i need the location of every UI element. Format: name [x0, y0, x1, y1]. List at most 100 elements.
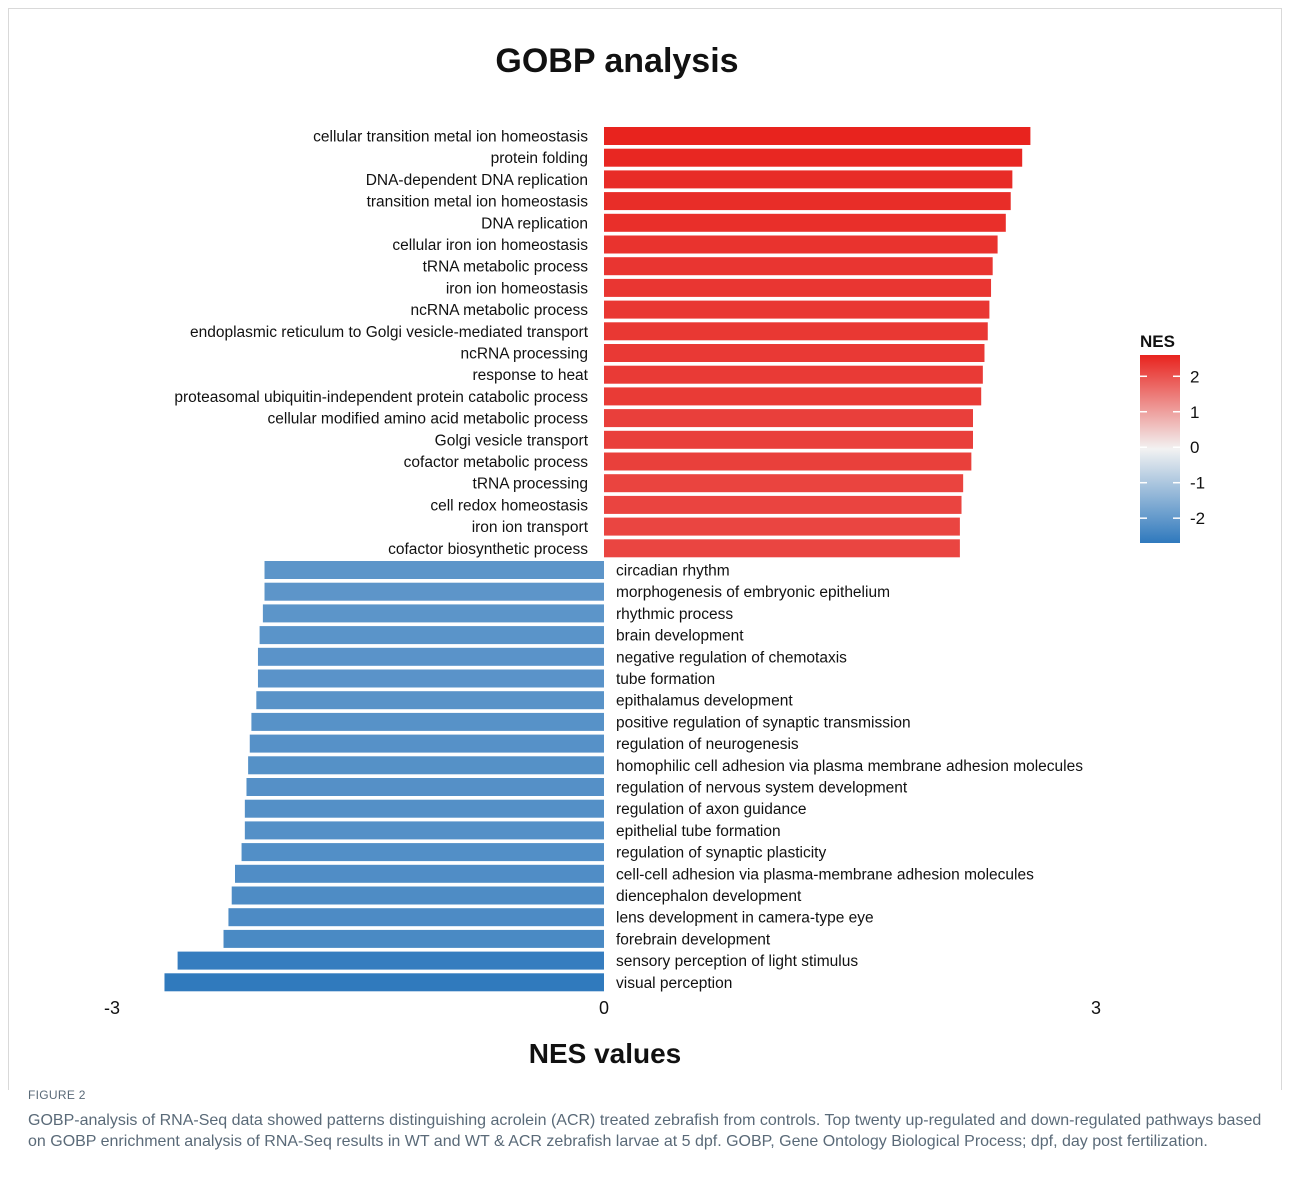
bar — [256, 691, 604, 710]
bar — [604, 344, 985, 362]
bar — [164, 973, 605, 992]
bar — [604, 192, 1011, 211]
category-label: iron ion transport — [472, 519, 589, 536]
figure-caption: GOBP-analysis of RNA-Seq data showed pat… — [28, 1112, 1262, 1150]
category-label: proteasomal ubiquitin-independent protei… — [174, 389, 588, 406]
category-label: negative regulation of chemotaxis — [616, 649, 847, 666]
bars-layer — [164, 127, 1031, 992]
bar — [604, 365, 983, 384]
category-label: sensory perception of light stimulus — [616, 953, 858, 970]
category-label: cellular modified amino acid metabolic p… — [268, 411, 589, 428]
bar — [257, 647, 604, 666]
bar — [604, 430, 973, 449]
category-label: regulation of axon guidance — [616, 801, 806, 818]
x-tick-label: -3 — [104, 998, 120, 1018]
legend-tick-label: -2 — [1190, 509, 1205, 528]
bar — [244, 799, 604, 818]
category-label: ncRNA metabolic process — [411, 302, 589, 319]
bar — [604, 452, 972, 471]
figure-frame — [8, 8, 1282, 1090]
bar — [264, 561, 604, 579]
figure-label: FIGURE 2 — [28, 1088, 86, 1102]
legend-tick-label: 2 — [1190, 367, 1199, 386]
category-label: Golgi vesicle transport — [435, 432, 589, 449]
x-tick-label: 3 — [1091, 998, 1101, 1018]
bar — [246, 778, 605, 796]
chart: GOBP analysis cellular transition metal … — [104, 42, 1205, 1069]
category-label: ncRNA processing — [460, 346, 588, 363]
category-label: cell-cell adhesion via plasma-membrane a… — [616, 866, 1034, 883]
bar — [241, 843, 604, 862]
category-label: regulation of nervous system development — [616, 780, 908, 797]
bar — [604, 322, 988, 341]
category-label: cofactor biosynthetic process — [388, 541, 588, 558]
bar — [604, 300, 990, 319]
category-label: positive regulation of synaptic transmis… — [616, 714, 911, 731]
x-axis-ticks: -3 0 3 — [104, 998, 1101, 1018]
bar — [604, 495, 962, 514]
category-label: rhythmic process — [616, 606, 733, 623]
category-label: lens development in camera-type eye — [616, 910, 874, 927]
bar — [228, 908, 604, 927]
bar — [248, 756, 604, 775]
legend-colorbar — [1140, 355, 1180, 543]
bar — [262, 604, 604, 623]
bar — [604, 213, 1006, 232]
bar — [604, 409, 973, 428]
bar — [604, 474, 964, 493]
legend-tick-label: -1 — [1190, 474, 1205, 493]
category-label: tRNA processing — [473, 476, 588, 493]
category-label: morphogenesis of embryonic epithelium — [616, 584, 890, 601]
category-label: regulation of synaptic plasticity — [616, 845, 826, 862]
bar — [604, 539, 960, 558]
category-label: DNA-dependent DNA replication — [366, 172, 588, 189]
category-label: transition metal ion homeostasis — [367, 194, 589, 211]
category-label: forebrain development — [616, 931, 771, 948]
x-axis-title: NES values — [529, 1038, 682, 1069]
category-label: brain development — [616, 628, 744, 645]
category-label: protein folding — [491, 150, 588, 167]
bar — [264, 582, 604, 601]
category-label: visual perception — [616, 975, 732, 992]
category-label: cell redox homeostasis — [430, 497, 588, 514]
bar — [604, 127, 1031, 145]
category-labels: cellular transition metal ion homeostasi… — [174, 129, 1083, 992]
bar — [604, 517, 960, 536]
x-tick-label: 0 — [599, 998, 609, 1018]
category-label: endoplasmic reticulum to Golgi vesicle-m… — [190, 324, 589, 341]
bar — [231, 886, 604, 905]
category-label: epithalamus development — [616, 693, 793, 710]
legend-tick-label: 1 — [1190, 403, 1199, 422]
category-label: diencephalon development — [616, 888, 802, 905]
bar — [604, 257, 993, 276]
category-label: tRNA metabolic process — [423, 259, 589, 276]
bar — [251, 712, 604, 731]
bar — [604, 148, 1023, 167]
category-label: homophilic cell adhesion via plasma memb… — [616, 758, 1083, 775]
legend-tick-label: 0 — [1190, 438, 1199, 457]
bar — [223, 929, 604, 948]
category-label: circadian rhythm — [616, 563, 730, 580]
bar — [604, 170, 1013, 189]
category-label: cofactor metabolic process — [404, 454, 589, 471]
legend-title: NES — [1140, 332, 1175, 351]
bar — [257, 669, 604, 688]
bar — [604, 235, 998, 254]
bar — [177, 951, 604, 970]
bar — [604, 278, 992, 297]
bar — [604, 387, 982, 406]
bar — [249, 734, 604, 753]
bar — [259, 626, 604, 645]
category-label: cellular transition metal ion homeostasi… — [313, 129, 588, 146]
chart-title: GOBP analysis — [495, 42, 738, 80]
category-label: response to heat — [473, 367, 589, 384]
category-label: regulation of neurogenesis — [616, 736, 799, 753]
category-label: tube formation — [616, 671, 715, 688]
legend: NES 2 1 0 -1 -2 — [1140, 332, 1205, 543]
category-label: cellular iron ion homeostasis — [392, 237, 588, 254]
category-label: iron ion homeostasis — [446, 280, 588, 297]
bar — [235, 864, 604, 883]
category-label: DNA replication — [481, 215, 588, 232]
bar — [244, 821, 604, 840]
category-label: epithelial tube formation — [616, 823, 781, 840]
